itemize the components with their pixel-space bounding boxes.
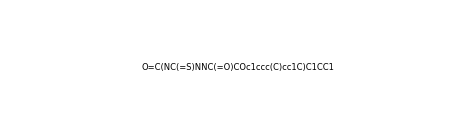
Text: O=C(NC(=S)NNC(=O)COc1ccc(C)cc1C)C1CC1: O=C(NC(=S)NNC(=O)COc1ccc(C)cc1C)C1CC1 xyxy=(141,63,333,72)
